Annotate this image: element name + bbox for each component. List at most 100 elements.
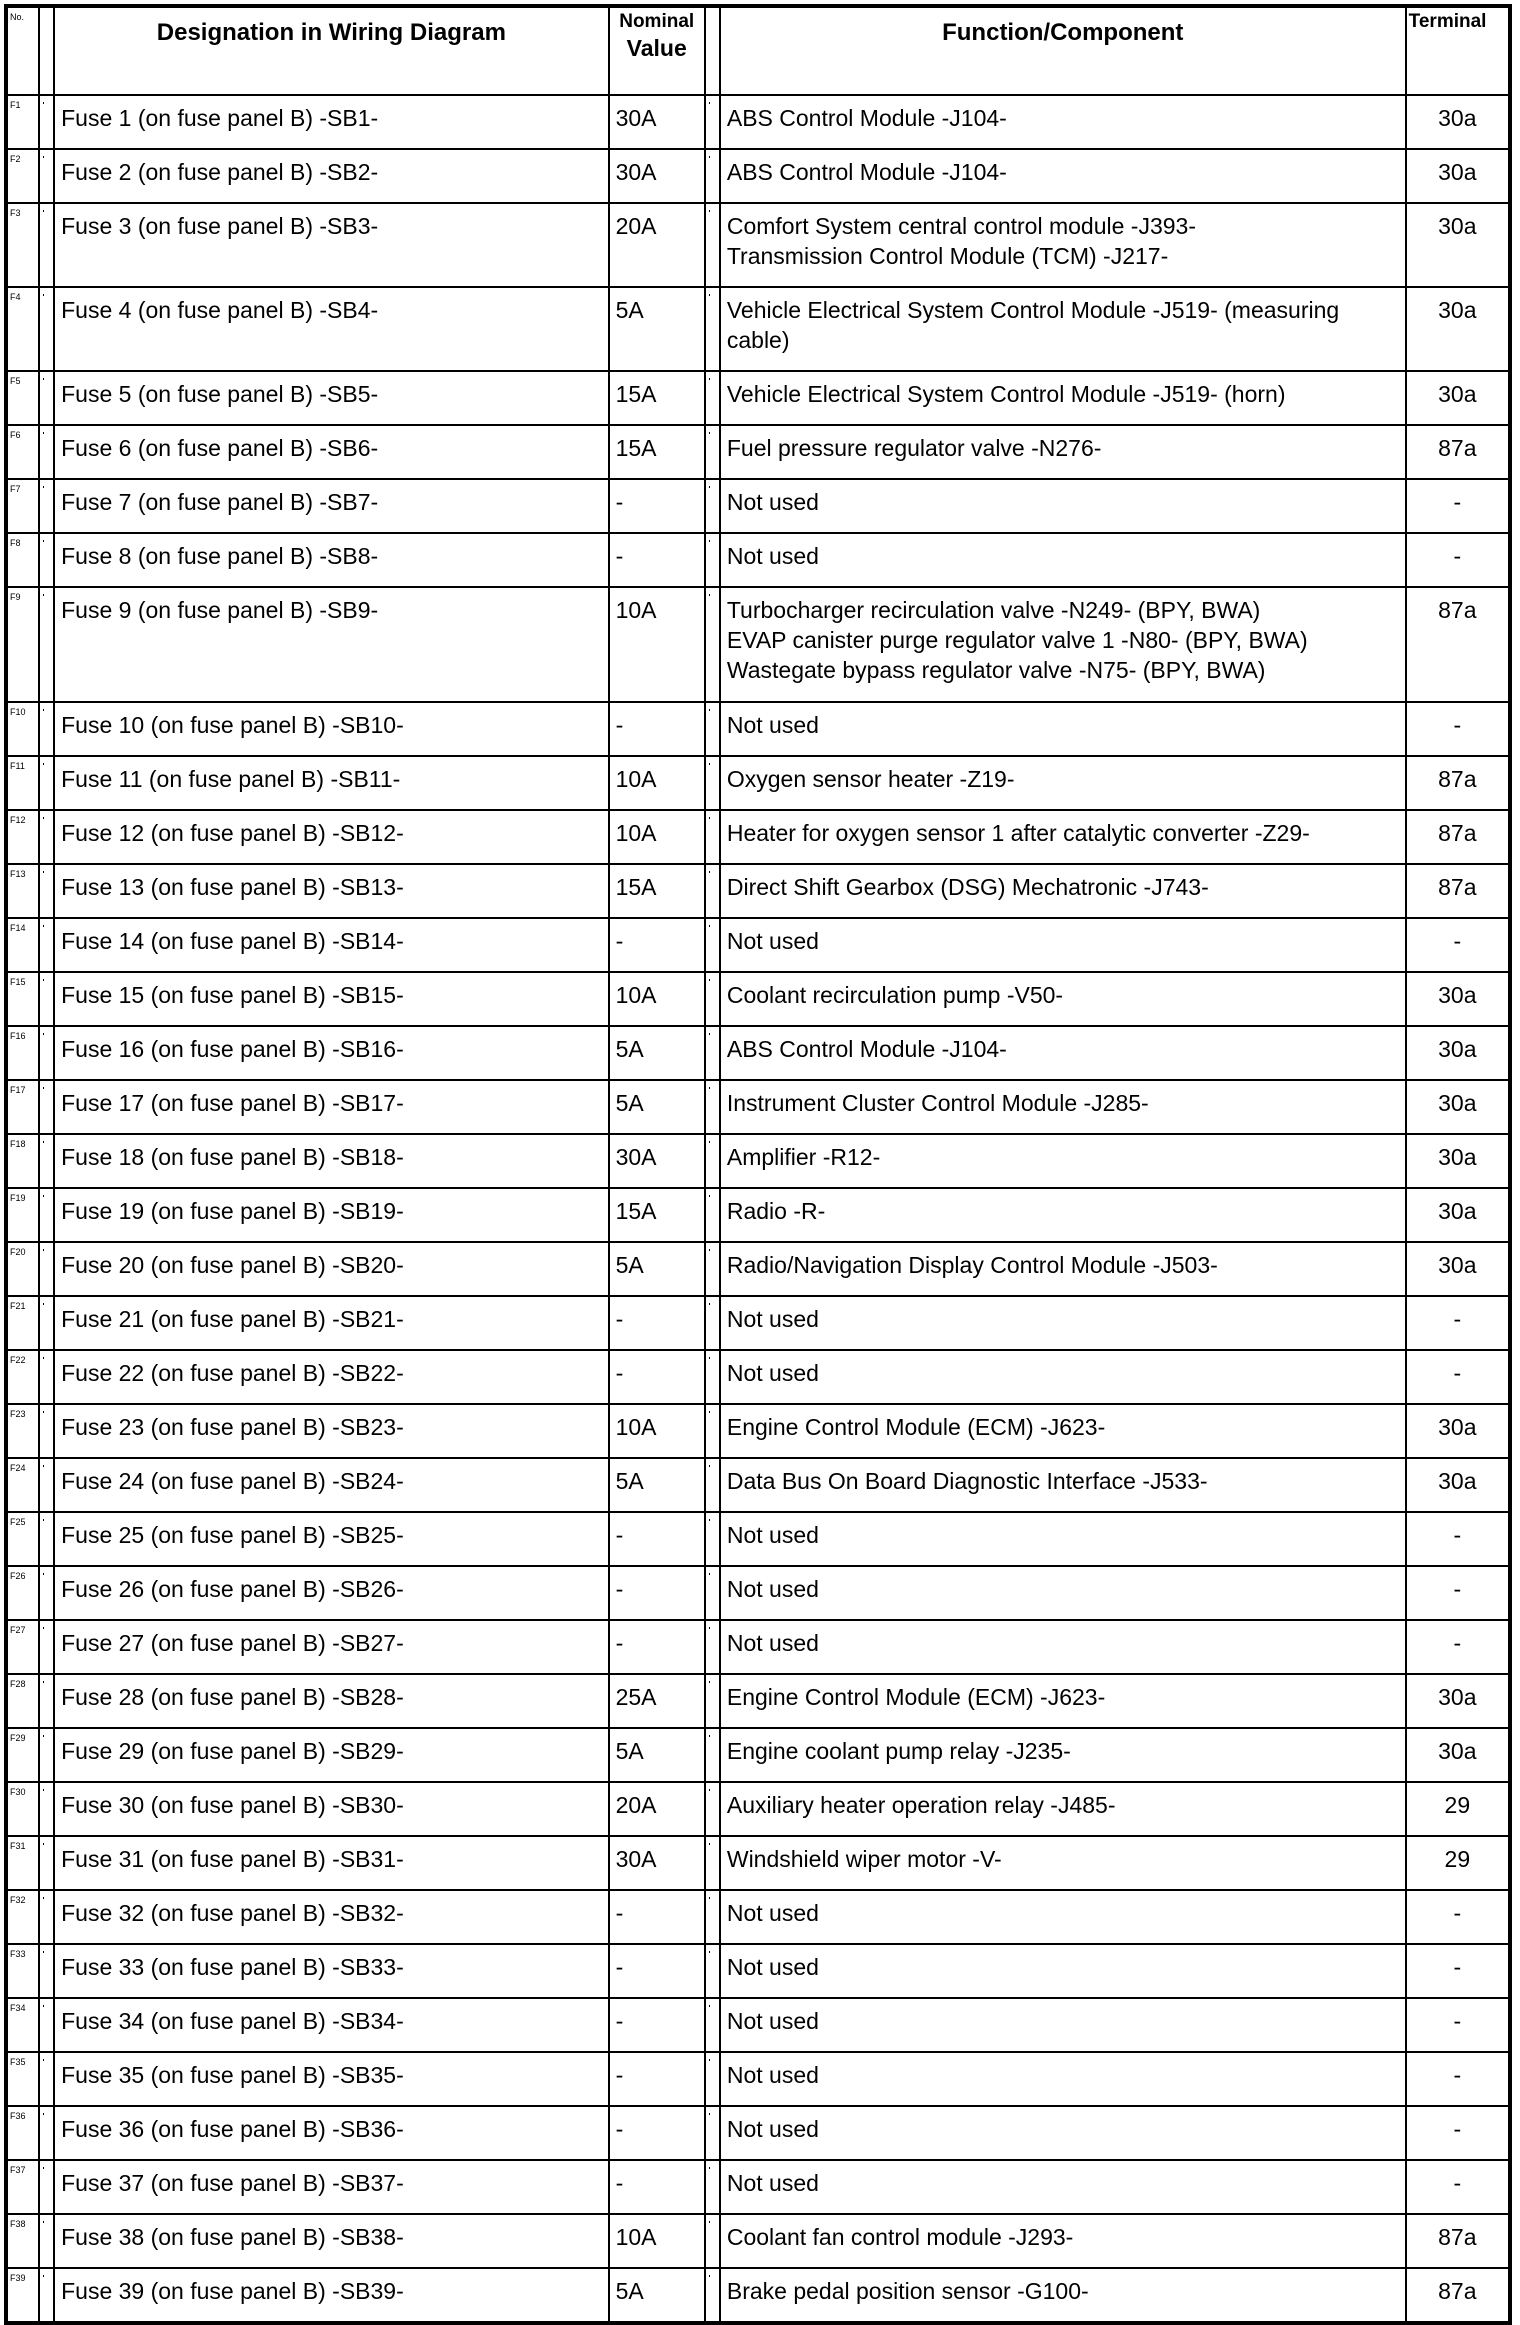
designation-cell: Fuse 9 (on fuse panel B) -SB9- (53, 586, 610, 703)
function-line: Vehicle Electrical System Control Module… (726, 381, 1286, 407)
fuse-number: F5 (4, 370, 41, 426)
spacer-cell (703, 1403, 721, 1459)
spacer-cell (38, 1241, 56, 1297)
table-row: F7 Fuse 7 (on fuse panel B) -SB7- - Not use… (4, 478, 1512, 534)
designation-cell: Fuse 37 (on fuse panel B) -SB37- (53, 2159, 610, 2215)
function-cell: Not used (718, 701, 1407, 757)
function-line: Fuel pressure regulator valve -N276- (726, 435, 1102, 461)
spacer-cell (703, 1889, 721, 1945)
function-line: Coolant recirculation pump -V50- (726, 982, 1064, 1008)
function-line: Auxiliary heater operation relay -J485- (726, 1792, 1116, 1818)
spacer-cell (703, 863, 721, 919)
spacer-cell (38, 370, 56, 426)
fuse-number: F29 (4, 1727, 41, 1783)
designation-cell: Fuse 8 (on fuse panel B) -SB8- (53, 532, 610, 588)
function-cell: Not used (718, 1349, 1407, 1405)
designation-cell: Fuse 10 (on fuse panel B) -SB10- (53, 701, 610, 757)
nominal-value-cell: - (607, 1997, 706, 2053)
function-cell: Radio/Navigation Display Control Module … (718, 1241, 1407, 1297)
designation-cell: Fuse 15 (on fuse panel B) -SB15- (53, 971, 610, 1027)
terminal-cell: - (1404, 1295, 1512, 1351)
designation-cell: Fuse 17 (on fuse panel B) -SB17- (53, 1079, 610, 1135)
nominal-value-cell: 20A (607, 202, 706, 288)
function-line: Wastegate bypass regulator valve -N75- (… (726, 657, 1266, 683)
designation-cell: Fuse 6 (on fuse panel B) -SB6- (53, 424, 610, 480)
terminal-cell: 87a (1404, 2267, 1512, 2324)
fuse-number: F28 (4, 1673, 41, 1729)
spacer-cell (703, 1781, 721, 1837)
designation-cell: Fuse 26 (on fuse panel B) -SB26- (53, 1565, 610, 1621)
fuse-number: F34 (4, 1997, 41, 2053)
designation-cell: Fuse 25 (on fuse panel B) -SB25- (53, 1511, 610, 1567)
spacer-cell (703, 94, 721, 150)
function-cell: Vehicle Electrical System Control Module… (718, 286, 1407, 372)
spacer-cell (703, 809, 721, 865)
spacer-cell (703, 1565, 721, 1621)
terminal-cell: - (1404, 917, 1512, 973)
terminal-cell: 29 (1404, 1781, 1512, 1837)
function-cell: Brake pedal position sensor -G100- (718, 2267, 1407, 2324)
function-cell: Not used (718, 1619, 1407, 1675)
spacer-cell (703, 971, 721, 1027)
fuse-number: F18 (4, 1133, 41, 1189)
fuse-number: F27 (4, 1619, 41, 1675)
terminal-cell: - (1404, 1889, 1512, 1945)
spacer-cell (38, 863, 56, 919)
table-row: F20 Fuse 20 (on fuse panel B) -SB20- 5A Rad… (4, 1241, 1512, 1297)
spacer-cell (703, 1835, 721, 1891)
header-nominal-line2: Value (626, 35, 687, 61)
designation-cell: Fuse 34 (on fuse panel B) -SB34- (53, 1997, 610, 2053)
table-row: F38 Fuse 38 (on fuse panel B) -SB38- 10A Co… (4, 2213, 1512, 2269)
nominal-value-cell: 5A (607, 1241, 706, 1297)
designation-cell: Fuse 23 (on fuse panel B) -SB23- (53, 1403, 610, 1459)
terminal-cell: 30a (1404, 971, 1512, 1027)
nominal-value-cell: 5A (607, 1025, 706, 1081)
nominal-value-cell: - (607, 2159, 706, 2215)
function-line: Direct Shift Gearbox (DSG) Mechatronic -… (726, 874, 1209, 900)
spacer-cell (38, 1457, 56, 1513)
spacer-cell (703, 1997, 721, 2053)
spacer-cell (38, 917, 56, 973)
function-line: Not used (726, 1306, 819, 1332)
table-row: F11 Fuse 11 (on fuse panel B) -SB11- 10A Ox… (4, 755, 1512, 811)
fuse-number: F10 (4, 701, 41, 757)
function-cell: ABS Control Module -J104- (718, 1025, 1407, 1081)
spacer-cell (703, 202, 721, 288)
designation-cell: Fuse 29 (on fuse panel B) -SB29- (53, 1727, 610, 1783)
spacer-cell (703, 586, 721, 703)
terminal-cell: - (1404, 1511, 1512, 1567)
header-nominal-value: Nominal Value (607, 5, 706, 96)
fuse-number: F31 (4, 1835, 41, 1891)
function-line: Radio -R- (726, 1198, 826, 1224)
table-row: F25 Fuse 25 (on fuse panel B) -SB25- - Not … (4, 1511, 1512, 1567)
nominal-value-cell: - (607, 1619, 706, 1675)
function-cell: Coolant fan control module -J293- (718, 2213, 1407, 2269)
fuse-number: F22 (4, 1349, 41, 1405)
function-cell: Not used (718, 1565, 1407, 1621)
spacer-cell (38, 478, 56, 534)
function-line: Engine Control Module (ECM) -J623- (726, 1684, 1106, 1710)
terminal-cell: 87a (1404, 424, 1512, 480)
table-row: F19 Fuse 19 (on fuse panel B) -SB19- 15A Ra… (4, 1187, 1512, 1243)
spacer-cell (38, 1187, 56, 1243)
terminal-cell: 30a (1404, 1187, 1512, 1243)
fuse-number: F7 (4, 478, 41, 534)
terminal-cell: - (1404, 1619, 1512, 1675)
table-row: F31 Fuse 31 (on fuse panel B) -SB31- 30A Wi… (4, 1835, 1512, 1891)
function-line: Windshield wiper motor -V- (726, 1846, 1002, 1872)
spacer-cell (38, 2051, 56, 2107)
fuse-number: F4 (4, 286, 41, 372)
function-cell: Comfort System central control module -J… (718, 202, 1407, 288)
spacer-cell (38, 2213, 56, 2269)
table-row: F23 Fuse 23 (on fuse panel B) -SB23- 10A En… (4, 1403, 1512, 1459)
nominal-value-cell: 5A (607, 2267, 706, 2324)
nominal-value-cell: - (607, 1511, 706, 1567)
spacer-cell (703, 424, 721, 480)
terminal-cell: - (1404, 1943, 1512, 1999)
table-row: F13 Fuse 13 (on fuse panel B) -SB13- 15A Di… (4, 863, 1512, 919)
fuse-number: F20 (4, 1241, 41, 1297)
spacer-cell (703, 1619, 721, 1675)
function-line: Not used (726, 2062, 819, 2088)
spacer-cell (703, 2159, 721, 2215)
nominal-value-cell: 25A (607, 1673, 706, 1729)
